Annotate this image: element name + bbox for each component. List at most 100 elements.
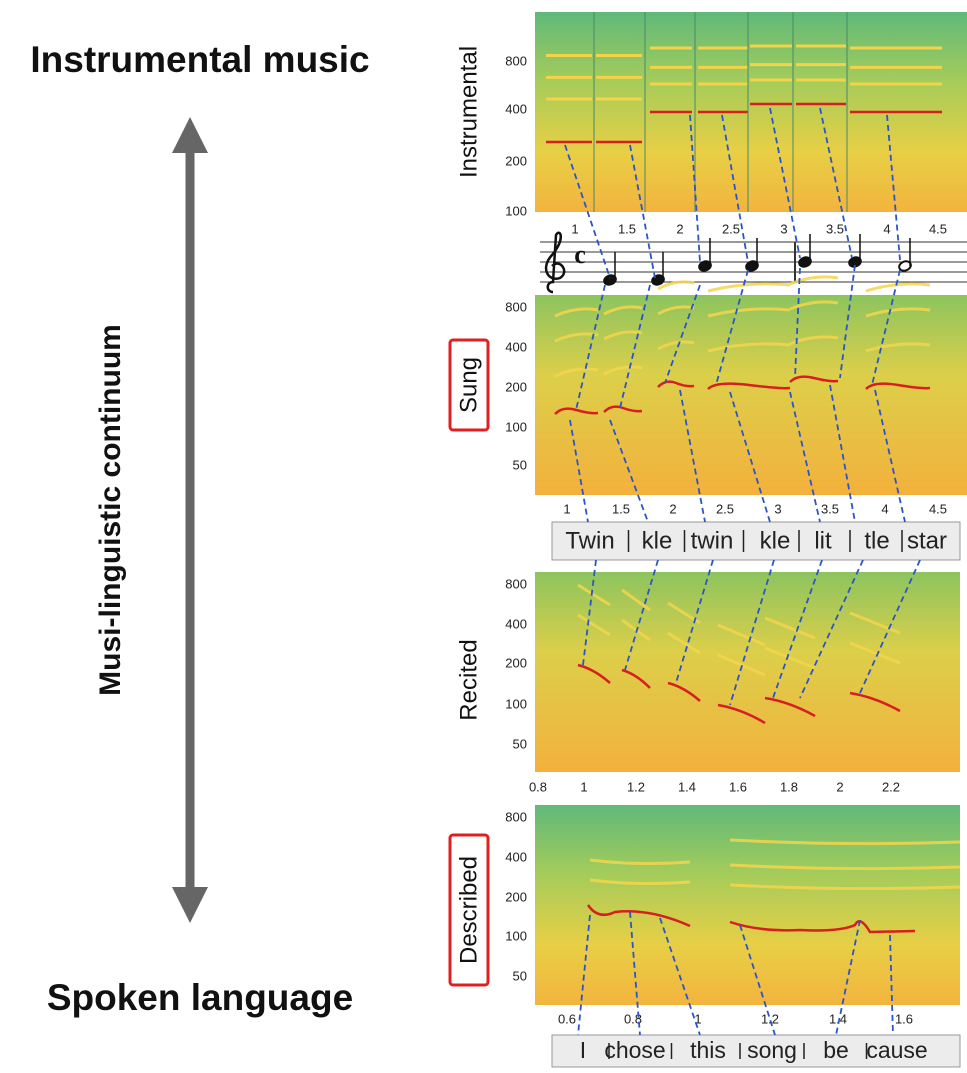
pitch-contour bbox=[717, 703, 766, 725]
pitch-contour bbox=[865, 382, 931, 390]
syllable: kle bbox=[760, 527, 791, 554]
x-tick-label: 3 bbox=[774, 501, 781, 516]
alignment-line bbox=[577, 914, 591, 1036]
alignment-line bbox=[664, 284, 701, 384]
y-tick-label: 50 bbox=[513, 968, 527, 983]
x-tick-label: 3 bbox=[780, 221, 787, 236]
alignment-line bbox=[569, 419, 589, 523]
alignment-line bbox=[689, 114, 701, 263]
alignment-line bbox=[799, 559, 864, 699]
alignment-line bbox=[609, 419, 649, 523]
harmonic bbox=[865, 342, 931, 353]
x-tick-label: 2.5 bbox=[722, 221, 740, 236]
pitch-contour bbox=[764, 696, 816, 718]
y-tick-label: 400 bbox=[505, 849, 527, 864]
alignment-line bbox=[629, 144, 656, 279]
spectrogram bbox=[535, 295, 967, 495]
x-tick-label: 4 bbox=[881, 501, 888, 516]
alignment-line bbox=[839, 264, 856, 379]
x-tick-label: 1.4 bbox=[678, 779, 696, 794]
x-tick-label: 1.6 bbox=[895, 1011, 913, 1026]
harmonic bbox=[554, 367, 599, 378]
syllable: tle bbox=[864, 527, 889, 554]
harmonic bbox=[729, 883, 961, 891]
syllable: lit bbox=[814, 527, 832, 554]
alignment-line bbox=[729, 559, 775, 706]
alignment-line bbox=[772, 559, 823, 699]
lyrics-box bbox=[551, 521, 961, 561]
pitch-contour bbox=[789, 375, 839, 383]
y-tick-label: 200 bbox=[505, 379, 527, 394]
x-tick-label: 1 bbox=[571, 221, 578, 236]
x-tick-label: 1 bbox=[563, 501, 570, 516]
alignment-line bbox=[659, 917, 701, 1036]
harmonic bbox=[707, 282, 791, 293]
syllable: this bbox=[690, 1037, 726, 1063]
y-tick-label: 100 bbox=[505, 928, 527, 943]
harmonic bbox=[865, 282, 931, 293]
panel-label: Instrumental bbox=[455, 46, 482, 178]
y-tick-label: 800 bbox=[505, 53, 527, 68]
x-tick-label: 1.5 bbox=[612, 501, 630, 516]
y-tick-label: 50 bbox=[513, 457, 527, 472]
panel-label: Sung bbox=[455, 357, 482, 413]
x-tick-label: 2.5 bbox=[716, 501, 734, 516]
y-tick-label: 200 bbox=[505, 889, 527, 904]
y-tick-label: 50 bbox=[513, 736, 527, 751]
syllable: star bbox=[907, 527, 947, 554]
x-tick-label: 1.2 bbox=[627, 779, 645, 794]
x-tick-label: 4.5 bbox=[929, 501, 947, 516]
harmonic bbox=[621, 588, 651, 612]
x-tick-label: 1.6 bbox=[729, 779, 747, 794]
x-tick-label: 4 bbox=[883, 221, 890, 236]
pitch-contour bbox=[577, 663, 611, 684]
alignment-line bbox=[794, 267, 801, 379]
harmonic bbox=[554, 307, 599, 318]
alignment-line bbox=[679, 389, 706, 523]
bottom-label: Spoken language bbox=[47, 977, 353, 1018]
harmonic bbox=[789, 300, 839, 311]
axis-label: Musi-linguistic continuum bbox=[94, 324, 127, 696]
x-tick-label: 1.5 bbox=[618, 221, 636, 236]
x-tick-label: 1.8 bbox=[780, 779, 798, 794]
time-signature: c bbox=[574, 240, 586, 269]
syllable: kle bbox=[642, 527, 673, 554]
panel-label: Described bbox=[455, 856, 482, 964]
harmonic bbox=[789, 275, 839, 286]
x-tick-label: 2 bbox=[676, 221, 683, 236]
x-tick-label: 0.8 bbox=[529, 779, 547, 794]
syllable: cause bbox=[866, 1037, 927, 1063]
alignment-line bbox=[886, 114, 901, 261]
alignment-line bbox=[859, 559, 921, 694]
alignment-line bbox=[629, 911, 641, 1036]
syllable: be bbox=[823, 1037, 849, 1063]
pitch-contour bbox=[621, 668, 651, 689]
x-tick-label: 1 bbox=[694, 1011, 701, 1026]
x-tick-label: 2.2 bbox=[882, 779, 900, 794]
x-tick-label: 1.4 bbox=[829, 1011, 847, 1026]
x-tick-label: 1.2 bbox=[761, 1011, 779, 1026]
pitch-contour bbox=[667, 681, 701, 702]
alignment-line bbox=[575, 284, 606, 411]
alignment-line bbox=[721, 114, 749, 263]
harmonic bbox=[729, 863, 961, 871]
x-tick-label: 2 bbox=[669, 501, 676, 516]
syllable: chose bbox=[604, 1037, 665, 1063]
alignment-line bbox=[819, 107, 853, 259]
treble-clef bbox=[544, 231, 566, 294]
y-tick-label: 800 bbox=[505, 809, 527, 824]
alignment-line bbox=[769, 107, 801, 259]
harmonic bbox=[707, 342, 791, 353]
harmonic bbox=[667, 631, 701, 655]
y-tick-label: 800 bbox=[505, 576, 527, 591]
x-tick-label: 2 bbox=[836, 779, 843, 794]
pitch-contour bbox=[603, 405, 643, 413]
spectrogram bbox=[535, 572, 960, 772]
alignment-line bbox=[675, 559, 714, 684]
pitch-contour bbox=[657, 380, 695, 388]
y-tick-label: 400 bbox=[505, 101, 527, 116]
harmonic bbox=[849, 641, 901, 665]
top-label: Instrumental music bbox=[30, 39, 369, 80]
harmonic bbox=[729, 838, 961, 846]
y-tick-label: 200 bbox=[505, 655, 527, 670]
